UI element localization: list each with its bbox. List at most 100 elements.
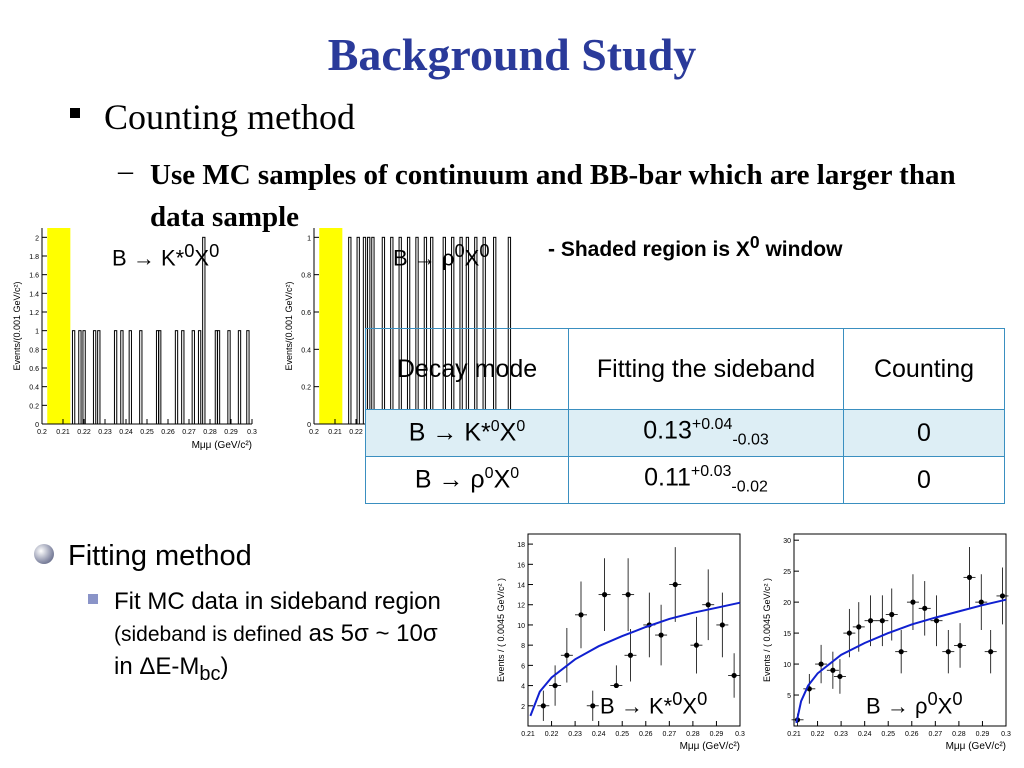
arrow-icon: →	[620, 693, 643, 719]
data-point	[578, 612, 584, 618]
cell-fit: 0.13+0.04-0.03	[568, 409, 844, 457]
x-tick-label: 0.29	[710, 731, 724, 738]
data-point	[922, 605, 928, 611]
data-point	[613, 682, 619, 689]
label-x: X	[464, 245, 480, 271]
bullet-counting-method: Counting method	[104, 97, 355, 137]
y-tick-label: 1.4	[29, 291, 39, 298]
fitting-detail: Fit MC data in sideband region (sideband…	[114, 586, 454, 690]
x-tick-label: 0.25	[140, 429, 154, 436]
y-tick-label: 15	[783, 631, 791, 638]
histogram-bar	[174, 330, 179, 425]
x-tick-label: 0.23	[568, 731, 582, 738]
y-tick-label: 14	[517, 583, 525, 590]
bullet-mc-samples: Use MC samples of continuum and BB-bar w…	[150, 159, 956, 233]
y-tick-label: 0	[35, 422, 39, 429]
y-tick-label: 0.2	[29, 403, 39, 410]
fit-plot-rho-label: B → ρ0X0	[866, 688, 963, 720]
histogram-kstar-label: B → K*0X0	[112, 240, 219, 271]
shaded-region-note: - Shaded region is X0 window	[548, 232, 842, 262]
data-point	[966, 574, 973, 580]
detail-tail-post: )	[220, 653, 229, 680]
mode-sup: 0	[490, 418, 500, 436]
y-tick-label: 18	[517, 542, 525, 549]
mode-x-sup: 0	[516, 418, 526, 436]
data-point	[672, 581, 678, 588]
fit-up: +0.03	[690, 463, 732, 481]
detail-tail-sub: bc	[199, 662, 221, 685]
label-sup: 0	[454, 240, 465, 261]
x-tick-label: 0.25	[615, 731, 629, 738]
square-sub-bullet-icon	[88, 594, 98, 604]
x-tick-label: 0.22	[77, 429, 91, 436]
histogram-bar	[82, 330, 86, 425]
label-x-sup: 0	[952, 688, 963, 709]
x-axis-label: Mμμ (GeV/c²)	[946, 741, 1006, 752]
y-tick-label: 0.6	[29, 366, 39, 373]
cell-count: 0	[843, 409, 1005, 457]
data-point	[988, 649, 994, 655]
detail-main: Fit MC data in sideband region	[114, 588, 441, 615]
x-tick-label: 0.24	[858, 731, 872, 738]
data-point	[933, 618, 940, 624]
y-tick-label: 0.2	[301, 385, 311, 392]
data-point	[867, 618, 874, 624]
mode-sup: 0	[484, 465, 494, 483]
y-tick-label: 0.6	[301, 310, 311, 317]
label-x: X	[682, 693, 698, 719]
data-point	[731, 672, 737, 679]
round-bullet-icon	[34, 544, 54, 564]
x-tick-label: 0.27	[663, 731, 677, 738]
results-table: Decay mode Fitting the sideband Counting…	[365, 328, 1005, 504]
x-tick-label: 0.27	[182, 429, 196, 436]
plot-frame	[793, 533, 1007, 727]
arrow-icon: →	[438, 465, 464, 494]
data-point	[910, 599, 916, 605]
label-sup: 0	[672, 688, 683, 709]
detail-tail: as 5σ ~ 10σ in ΔE-M	[114, 620, 438, 680]
data-point	[889, 611, 895, 618]
data-point	[625, 592, 631, 598]
y-tick-label: 1	[35, 329, 39, 336]
y-tick-label: 0.4	[301, 347, 311, 354]
note-prefix: -	[548, 238, 561, 261]
data-point	[627, 652, 634, 658]
label-sup: 0	[184, 240, 195, 261]
data-point	[658, 632, 664, 638]
histogram-bar	[227, 330, 231, 425]
cell-mode: B → ρ0X0	[365, 456, 569, 504]
y-tick-label: 10	[783, 662, 791, 669]
histogram-bar	[237, 330, 242, 425]
data-point	[945, 649, 951, 655]
arrow-icon: →	[886, 693, 909, 719]
x-tick-label: 0.3	[735, 731, 745, 738]
x-tick-label: 0.21	[787, 731, 801, 738]
dash-bullet-icon: –	[118, 154, 133, 187]
y-tick-label: 4	[521, 684, 525, 691]
label-particle: ρ	[914, 693, 928, 719]
x-tick-label: 0.28	[203, 429, 217, 436]
y-tick-label: 1.8	[29, 254, 39, 261]
label-x-sup: 0	[209, 240, 220, 261]
label-particle: K*	[648, 693, 673, 719]
histogram-bar	[128, 330, 132, 425]
y-tick-label: 12	[517, 603, 525, 610]
histogram-bar	[113, 330, 118, 425]
cell-count: 0	[843, 456, 1005, 504]
y-axis-label: Events / ( 0.0045 GeV/c² )	[496, 578, 506, 682]
data-point	[999, 593, 1006, 599]
x-tick-label: 0.24	[592, 731, 606, 738]
histogram-bar	[120, 330, 124, 425]
label-b: B	[866, 693, 881, 719]
y-tick-label: 6	[521, 663, 525, 670]
data-point	[601, 592, 608, 598]
fit-curve	[795, 598, 1007, 724]
x-tick-label: 0.29	[224, 429, 238, 436]
y-tick-label: 5	[787, 693, 791, 700]
histogram-rho-label: B → ρ0X0	[393, 240, 490, 271]
y-axis-label: Events/(0.001 GeV/c²)	[284, 281, 294, 370]
cell-fit: 0.11+0.03-0.02	[568, 456, 844, 504]
fit-up: +0.04	[691, 416, 733, 434]
label-x-sup: 0	[479, 240, 490, 261]
label-particle: ρ	[441, 245, 455, 271]
